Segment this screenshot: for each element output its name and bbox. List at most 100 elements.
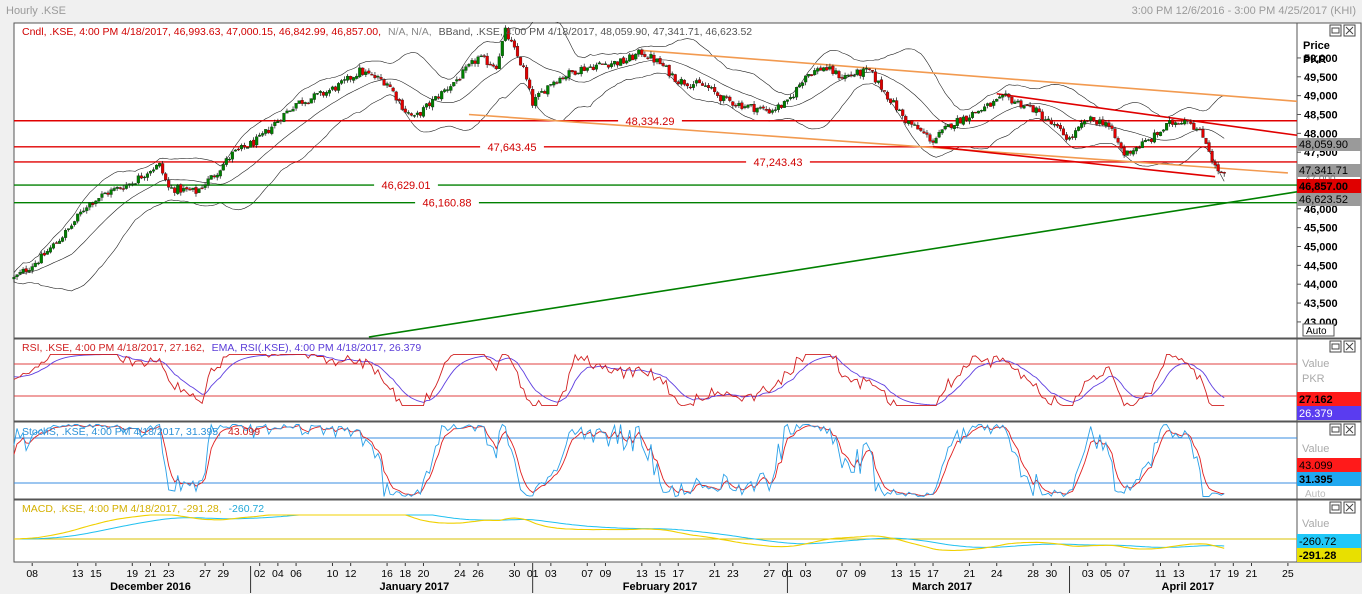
x-tick-label: 19	[126, 568, 138, 580]
auto-scale-button[interactable]	[1302, 323, 1335, 337]
rsi-legend: RSI, .KSE, 4:00 PM 4/18/2017, 27.162, EM…	[22, 342, 421, 354]
candle-body	[494, 65, 498, 70]
candle-body	[710, 87, 714, 89]
candle-body	[221, 164, 225, 171]
x-tick-label: 09	[600, 568, 612, 580]
maximize-panel-icon[interactable]	[1329, 24, 1342, 37]
candle-body	[573, 70, 577, 75]
candle-body	[989, 102, 993, 107]
candle-body	[491, 64, 495, 67]
candle-body	[458, 79, 462, 81]
candle-body	[943, 126, 947, 130]
candle-body	[928, 134, 932, 142]
candle-body	[679, 78, 683, 85]
candle-body	[1022, 105, 1026, 109]
candle-body	[142, 176, 146, 179]
candle-body	[497, 56, 501, 69]
candle-body	[649, 54, 653, 59]
candle-body	[1204, 138, 1208, 144]
candle-body	[1122, 147, 1126, 156]
x-tick-label: 23	[163, 568, 175, 580]
x-tick-label: 17	[672, 568, 684, 580]
candle-body	[515, 45, 520, 57]
candle-body	[528, 79, 532, 89]
candle-body	[309, 98, 313, 104]
candle-body	[873, 71, 877, 83]
price-legend: Cndl, .KSE, 4:00 PM 4/18/2017, 46,993.63…	[22, 26, 752, 38]
candle-body	[409, 113, 413, 116]
candle-body	[461, 69, 465, 79]
candle-body	[24, 268, 28, 272]
stoch-axis-title: Value	[1302, 443, 1329, 455]
candle-body	[103, 192, 107, 195]
candle-body	[1180, 123, 1184, 125]
candle-body	[236, 148, 240, 151]
candle-body	[1128, 151, 1132, 154]
candle-body	[691, 84, 695, 88]
candle-body	[582, 66, 586, 71]
candle-body	[1034, 107, 1038, 113]
candle-body	[30, 266, 34, 271]
level-label: 47,643.45	[488, 142, 537, 154]
candle-body	[182, 188, 186, 192]
candle-body	[164, 173, 168, 181]
candle-body	[1125, 150, 1129, 156]
candle-body	[794, 87, 799, 98]
candle-body	[1131, 150, 1135, 155]
close-panel-icon-x	[1345, 342, 1354, 351]
candle-body	[810, 74, 814, 76]
candle-body	[1189, 121, 1193, 124]
x-tick-label: 05	[1100, 568, 1112, 580]
candle-body	[825, 67, 829, 71]
candle-body	[816, 68, 820, 72]
candle-body	[1025, 104, 1029, 107]
maximize-panel-icon[interactable]	[1329, 423, 1342, 436]
candle-body	[976, 110, 981, 114]
candle-body	[267, 129, 271, 133]
chart-canvas[interactable]: 48,334.29 47,643.45 47,243.43 46,629.01 46,1…	[0, 22, 1362, 594]
candle-body	[39, 253, 43, 264]
x-tick-label: 06	[290, 568, 302, 580]
candle-body	[364, 71, 368, 75]
candle-body	[482, 55, 486, 57]
tag-bb-upper: 48,059.90	[1299, 139, 1348, 151]
tag-bb-mid-bg	[1297, 164, 1361, 177]
candle-body	[151, 169, 156, 172]
candle-body	[485, 55, 489, 65]
maximize-panel-icon-inner	[1331, 343, 1340, 350]
x-tick-label: 02	[254, 568, 266, 580]
candle-body	[640, 49, 644, 55]
maximize-panel-icon[interactable]	[1329, 501, 1342, 514]
candle-body	[670, 73, 674, 76]
x-tick-label: 17	[927, 568, 939, 580]
maximize-panel-icon[interactable]	[1329, 340, 1342, 353]
candle-body	[1195, 128, 1199, 131]
candle-body	[904, 116, 908, 123]
candle-body	[901, 109, 905, 116]
stoch-tags: 43.099 31.395	[1297, 458, 1361, 486]
candle-body	[925, 132, 929, 135]
x-tick-label: 07	[836, 568, 848, 580]
candle-body	[1219, 171, 1223, 174]
candle-body	[822, 67, 826, 72]
x-tick-label: 28	[1027, 568, 1039, 580]
candle-body	[807, 74, 811, 77]
candle-body	[734, 105, 738, 107]
trend-line-orange	[641, 49, 1298, 103]
candle-body	[619, 58, 623, 66]
candle-body	[685, 83, 689, 87]
candle-body	[1222, 172, 1226, 174]
price-tags: 48,059.90 47,341.71 47,000 46,857.00 46,…	[1297, 138, 1361, 206]
candle-body	[343, 79, 347, 81]
candle-body	[503, 27, 507, 41]
candle-body	[42, 252, 46, 256]
candle-body	[1113, 128, 1117, 138]
x-tick-label: 24	[454, 568, 466, 580]
candle-body	[212, 175, 216, 178]
candle-body	[846, 74, 850, 77]
candle-body	[336, 83, 341, 91]
price-legend-cndl: Cndl, .KSE, 4:00 PM 4/18/2017, 46,993.63…	[22, 26, 381, 38]
candle-body	[682, 79, 686, 85]
tag-rsi-ema: 26.379	[1299, 408, 1333, 420]
candle-body	[1095, 120, 1099, 125]
